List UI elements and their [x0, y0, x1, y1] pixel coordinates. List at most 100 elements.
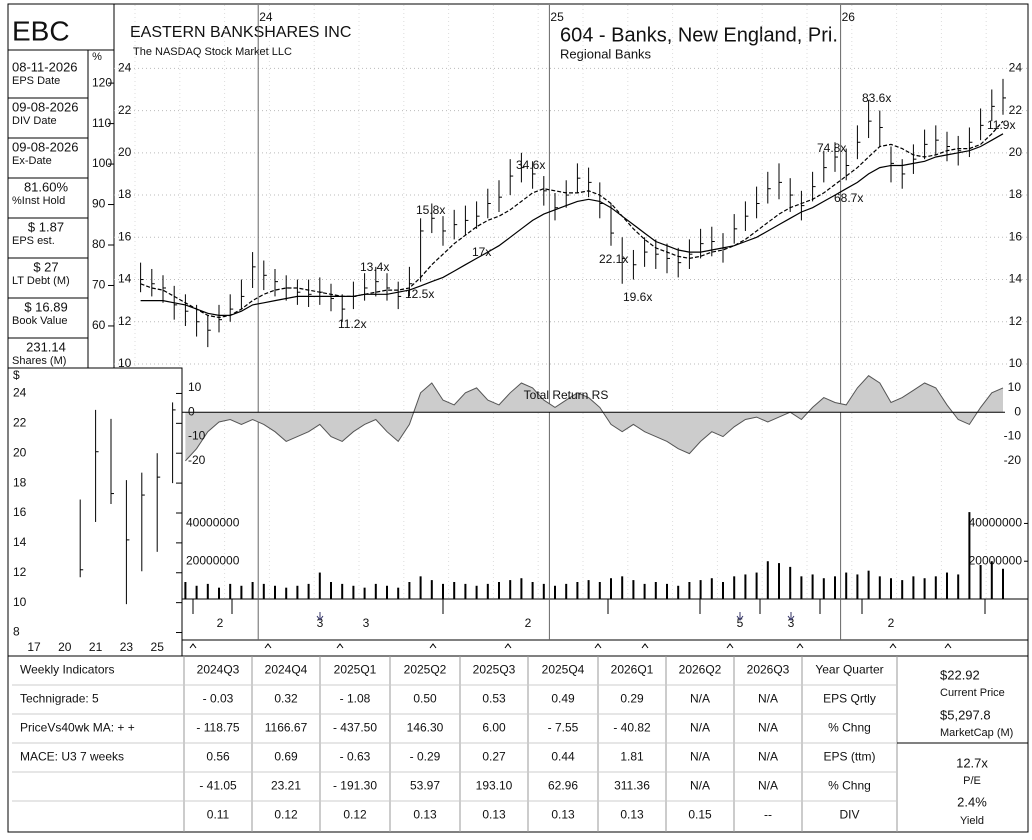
table-cell: 0.69	[274, 750, 298, 764]
volume-bar	[789, 566, 792, 599]
percent-tick-label: 120	[92, 75, 112, 89]
event-count: 2	[525, 616, 532, 630]
sidebar-value: $ 1.87	[28, 219, 64, 234]
volume-bar	[677, 585, 680, 599]
volume-bar	[901, 580, 904, 599]
price-tick-label-right: 22	[1009, 103, 1023, 117]
volume-bar	[206, 583, 209, 599]
price-tick-label-left: 10	[118, 356, 132, 370]
summary-value: $5,297.8	[940, 707, 991, 722]
mini-x-label: 20	[58, 640, 72, 654]
table-cell: N/A	[758, 779, 778, 793]
table-cell: 0.27	[482, 750, 506, 764]
volume-bar	[251, 582, 254, 599]
caret	[429, 643, 437, 649]
summary-label: P/E	[963, 775, 981, 787]
volume-bar	[386, 585, 388, 599]
table-cell: % Chng	[828, 721, 871, 735]
table-cell: 0.32	[274, 692, 298, 706]
volume-bar	[565, 583, 568, 599]
table-cell: 0.50	[413, 692, 437, 706]
mini-tick-label: 20	[13, 445, 27, 459]
caret	[594, 643, 602, 649]
price-tick-label-right: 14	[1009, 272, 1023, 286]
volume-bar	[744, 574, 747, 599]
table-cell: % Chng	[828, 779, 871, 793]
year-label: 24	[259, 10, 273, 24]
volume-bar	[285, 587, 288, 599]
mini-tick-label: 16	[13, 505, 27, 519]
volume-bar	[184, 582, 187, 599]
summary-label: Yield	[960, 815, 984, 827]
percent-tick-label: 90	[92, 197, 106, 211]
volume-bar	[520, 578, 523, 599]
rs-title: Total Return RS	[524, 388, 609, 402]
table-cell: - 118.75	[196, 721, 239, 735]
table-cell: Technigrade: 5	[20, 692, 99, 706]
volume-tick-label-left: 20000000	[186, 553, 240, 567]
volume-bar	[195, 585, 198, 599]
price-tick-label-right: 16	[1009, 229, 1023, 243]
volume-bar	[464, 583, 467, 599]
table-cell: MACE: U3 7 weeks	[20, 750, 124, 764]
table-cell: N/A	[690, 692, 710, 706]
rs-area-fill	[185, 375, 1003, 461]
summary-value: $22.92	[940, 667, 980, 682]
caret	[796, 643, 804, 649]
volume-bar	[576, 582, 579, 599]
volume-bar	[990, 561, 993, 599]
table-cell: - 0.63	[340, 750, 371, 764]
event-count: 5	[737, 616, 744, 630]
volume-bar	[856, 574, 859, 599]
price-tick-label-right: 12	[1009, 314, 1023, 328]
volume-bar	[654, 582, 657, 599]
percent-scale-label: %	[92, 51, 102, 63]
volume-bar	[1002, 568, 1004, 599]
table-cell: 2025Q3	[473, 663, 516, 677]
caret	[726, 643, 734, 649]
table-cell: 2026Q2	[679, 663, 722, 677]
mini-x-label: 17	[27, 640, 41, 654]
table-cell: - 0.03	[203, 692, 234, 706]
mini-panel	[7, 367, 183, 657]
table-cell: --	[764, 808, 772, 822]
volume-tick-label-right: 20000000	[969, 553, 1023, 567]
volume-bar	[632, 580, 635, 599]
pe-annotation: 11.2x	[338, 317, 366, 331]
caret	[641, 643, 649, 649]
event-count: 2	[217, 616, 224, 630]
volume-bar	[643, 583, 646, 599]
volume-bar	[923, 578, 926, 599]
ticker: EBC	[12, 15, 70, 46]
table-cell: N/A	[690, 721, 710, 735]
volume-bar	[498, 582, 500, 599]
volume-bar	[531, 582, 534, 599]
summary-value: 2.4%	[957, 794, 987, 809]
table-cell: - 41.05	[199, 779, 237, 793]
volume-bar	[587, 580, 590, 599]
event-arrow	[736, 612, 744, 621]
short-moving-average	[140, 120, 1004, 319]
table-cell: - 0.29	[410, 750, 441, 764]
company-name: EASTERN BANKSHARES INC	[130, 24, 351, 41]
rs-tick-label-right: 0	[1014, 404, 1021, 418]
volume-bar	[307, 583, 310, 599]
volume-bar	[845, 572, 848, 599]
volume-bar	[318, 572, 321, 599]
table-cell: 2024Q3	[197, 663, 240, 677]
volume-bar	[755, 572, 758, 599]
mini-x-label: 21	[89, 640, 103, 654]
volume-bar	[778, 563, 780, 599]
table-cell: 0.11	[207, 808, 230, 822]
table-cell: 0.13	[413, 808, 437, 822]
percent-tick-label: 110	[92, 116, 111, 130]
pe-annotation: 68.7x	[834, 191, 863, 205]
table-cell: 23.21	[271, 779, 301, 793]
caret	[889, 643, 897, 649]
volume-bar	[710, 578, 713, 599]
volume-bar	[800, 576, 803, 599]
event-count: 3	[317, 616, 324, 630]
rs-tick-label-right: 10	[1008, 380, 1022, 394]
volume-bar	[218, 587, 220, 599]
volume-bar	[834, 576, 836, 599]
